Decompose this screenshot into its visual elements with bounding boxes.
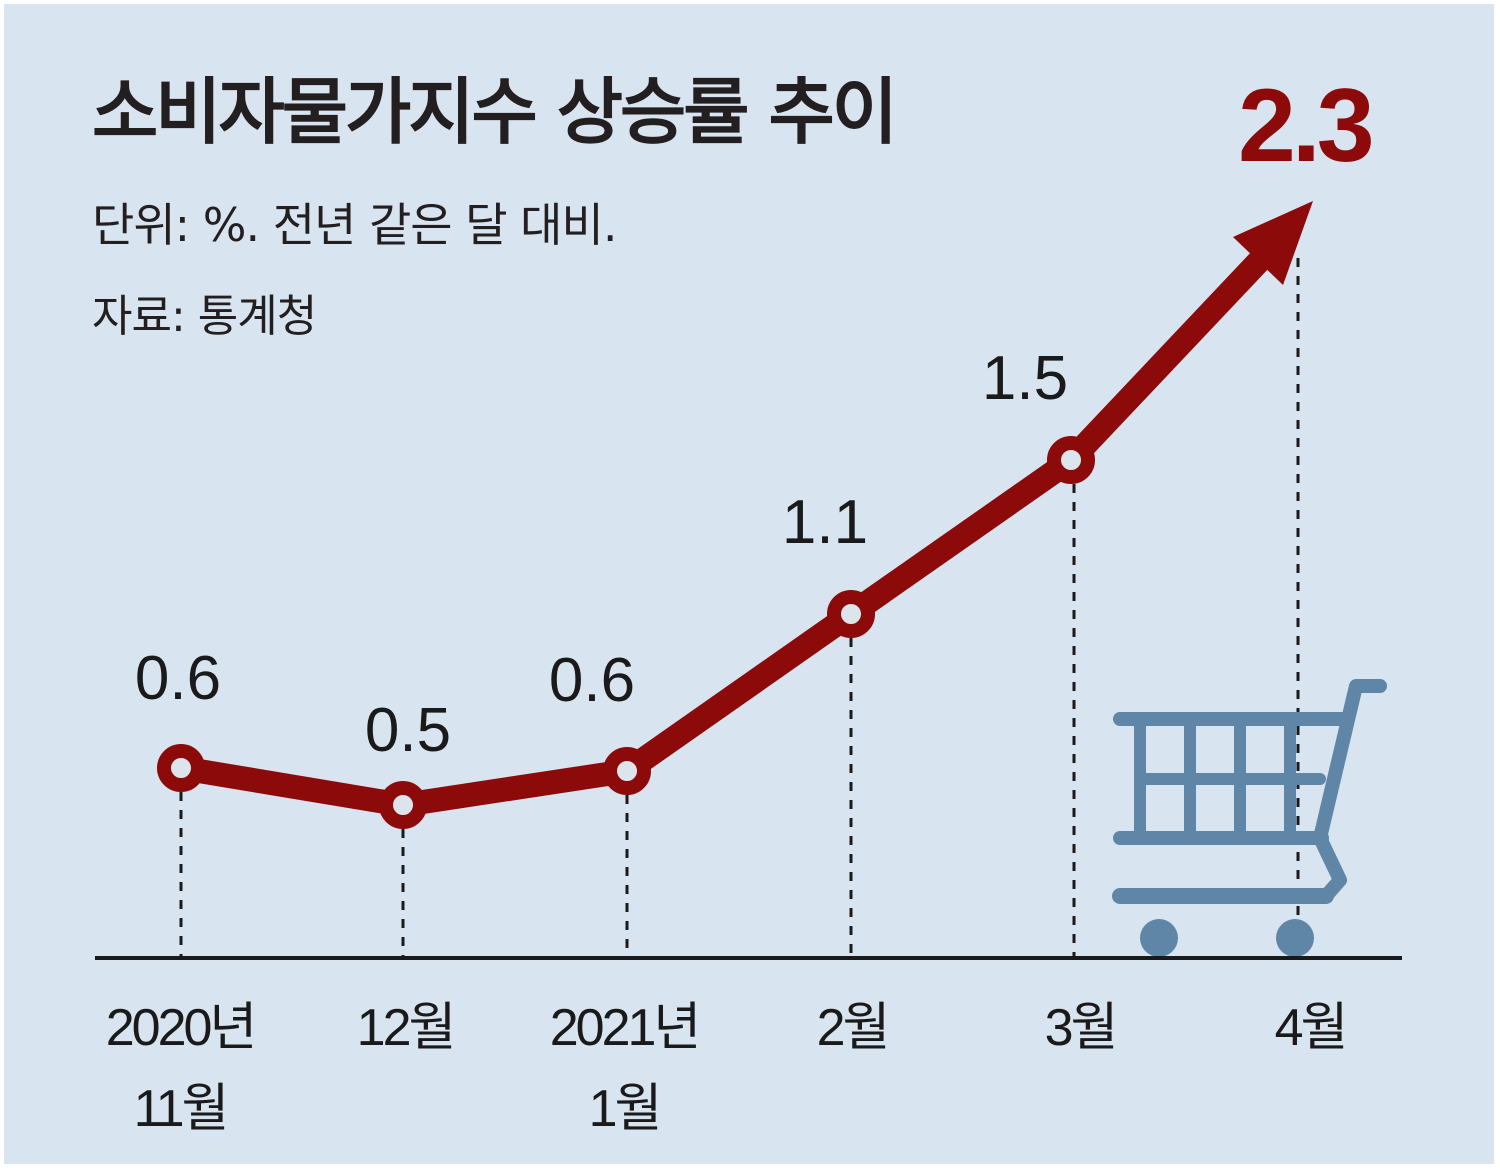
- x-label-2021-04: 4월: [1274, 988, 1349, 1069]
- cart-wheel-left: [1140, 919, 1178, 957]
- value-label-2021-03: 1.5: [981, 344, 1069, 413]
- x-label-2020-12: 12월: [356, 988, 457, 1069]
- x-label-2020-11: 2020년 11월: [105, 988, 258, 1149]
- x-label-month: 1월: [588, 1079, 663, 1138]
- value-label-2020-11: 0.6: [134, 644, 222, 713]
- drop-lines: [179, 258, 1300, 956]
- value-label-2021-02: 1.1: [781, 488, 869, 557]
- x-label-month: 12월: [356, 999, 457, 1057]
- x-label-2021-03: 3월: [1044, 988, 1119, 1069]
- x-label-2021-01: 2021년 1월: [549, 988, 702, 1149]
- x-label-month: 3월: [1044, 999, 1119, 1057]
- value-label-2020-12: 0.5: [364, 696, 452, 765]
- x-label-year: 2020년: [105, 999, 258, 1057]
- unit-note: 단위: %. 전년 같은 달 대비.: [92, 198, 617, 252]
- x-label-2021-02: 2월: [816, 988, 891, 1069]
- shopping-cart-icon: [1112, 679, 1387, 904]
- source-note: 자료: 통계청: [92, 291, 317, 342]
- cart-wheel-right: [1276, 919, 1314, 957]
- value-label-2021-01: 0.6: [548, 646, 636, 715]
- x-label-month: 11월: [133, 1079, 230, 1138]
- x-label-month: 4월: [1274, 999, 1349, 1057]
- chart-panel: [4, 4, 1494, 1164]
- x-label-month: 2월: [816, 999, 891, 1057]
- x-label-year: 2021년: [549, 999, 702, 1057]
- data-line: [169, 246, 1274, 817]
- chart-title: 소비자물가지수 상승률 추이: [92, 70, 898, 154]
- arrow-head-icon: [1233, 201, 1313, 285]
- data-markers: [157, 436, 1095, 829]
- latest-value-highlight: 2.3: [1238, 68, 1375, 184]
